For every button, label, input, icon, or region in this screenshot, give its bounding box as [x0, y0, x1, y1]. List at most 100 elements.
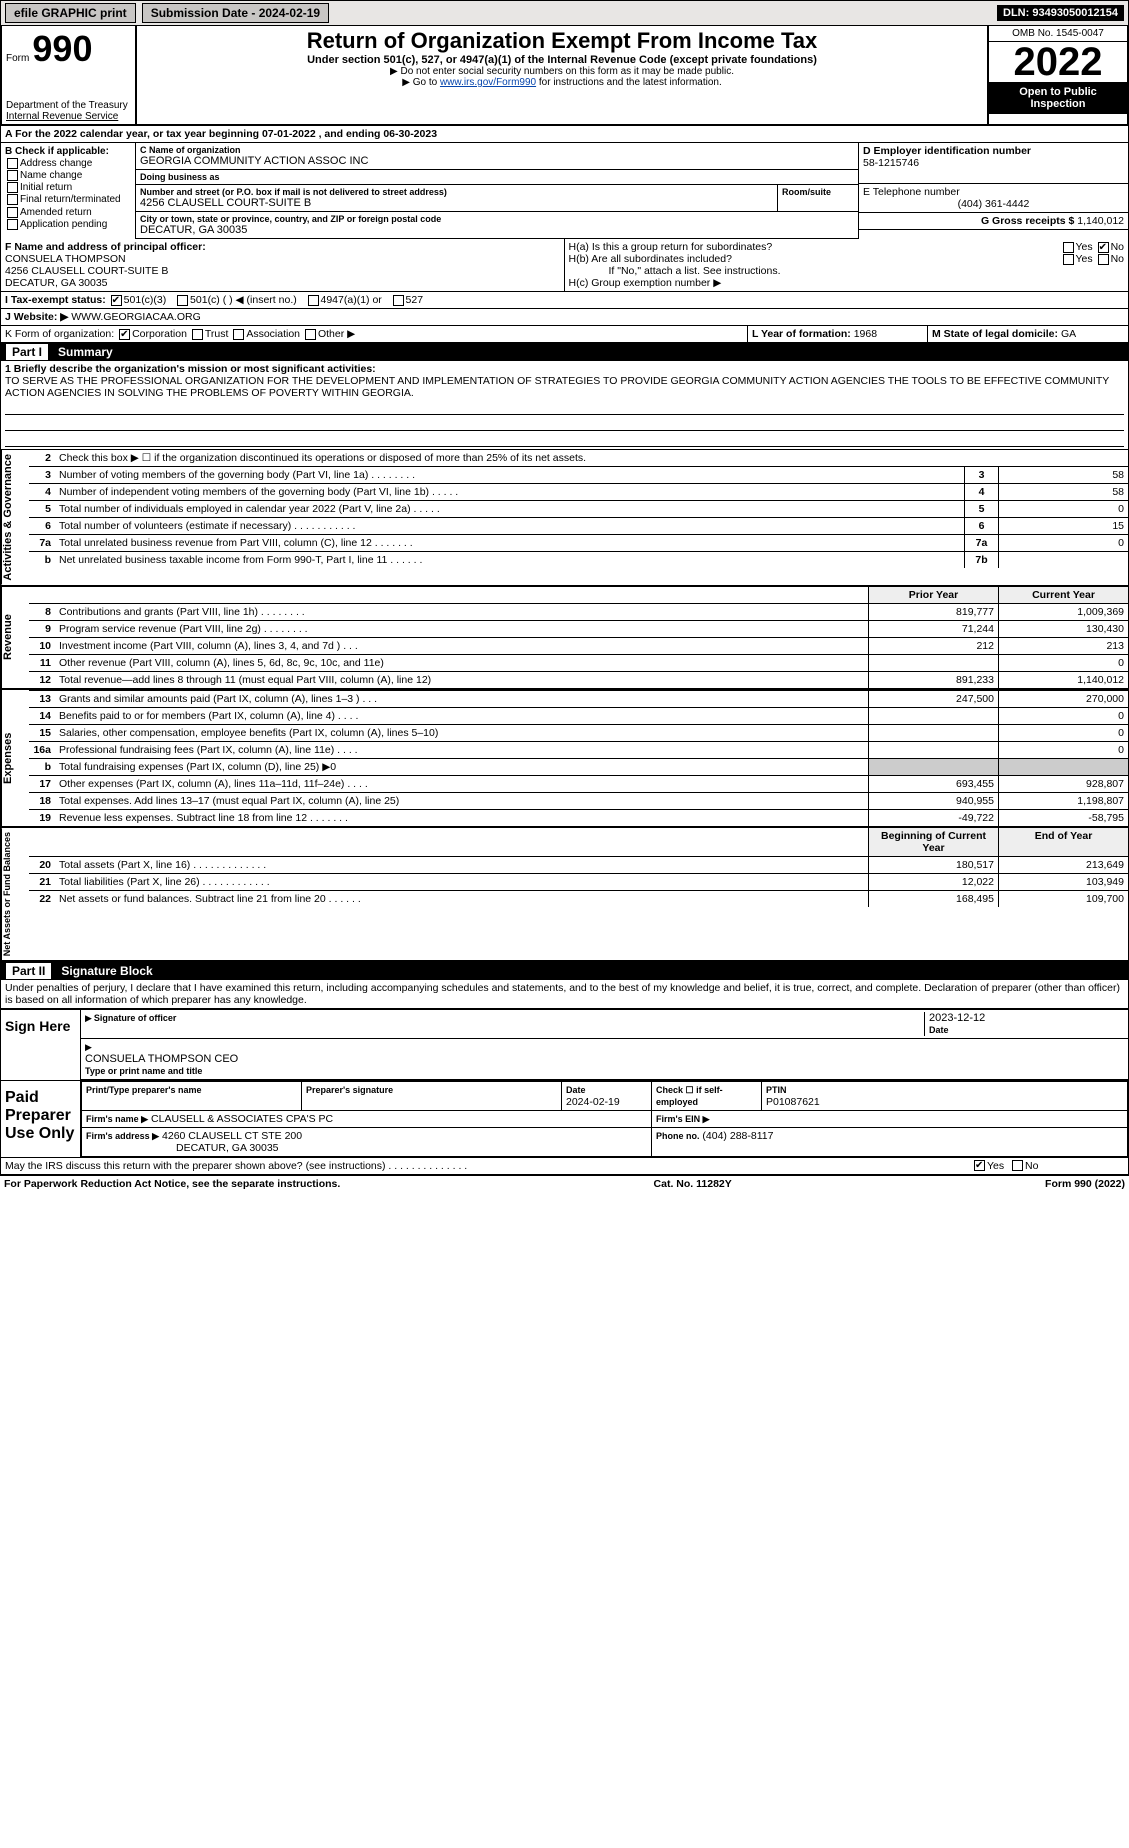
ck-corp[interactable] [119, 329, 130, 340]
c-label: C Name of organization [140, 145, 854, 155]
mission-text: TO SERVE AS THE PROFESSIONAL ORGANIZATIO… [5, 375, 1124, 399]
row-a-text: A For the 2022 calendar year, or tax yea… [5, 128, 437, 140]
check-final: Final return/terminated [5, 194, 131, 205]
ha-no[interactable] [1098, 242, 1109, 253]
table-row: 22Net assets or fund balances. Subtract … [29, 890, 1128, 907]
governance-block: Activities & Governance 2Check this box … [0, 450, 1129, 587]
dept-treasury: Department of the Treasury [6, 100, 131, 111]
ein-value: 58-1215746 [863, 157, 1124, 169]
may-no[interactable] [1012, 1160, 1023, 1171]
form-number: 990 [32, 28, 92, 69]
check-amended: Amended return [5, 207, 131, 218]
city-value: DECATUR, GA 30035 [140, 224, 854, 236]
website-value: WWW.GEORGIACAA.ORG [68, 311, 200, 323]
table-row: 18Total expenses. Add lines 13–17 (must … [29, 792, 1128, 809]
org-name: GEORGIA COMMUNITY ACTION ASSOC INC [140, 155, 854, 167]
footer-mid: Cat. No. 11282Y [654, 1178, 732, 1190]
table-row: 11Other revenue (Part VIII, column (A), … [29, 654, 1128, 671]
form-title: Return of Organization Exempt From Incom… [143, 28, 981, 54]
form-subtitle: Under section 501(c), 527, or 4947(a)(1)… [143, 54, 981, 66]
ha-yes[interactable] [1063, 242, 1074, 253]
table-row: 9Program service revenue (Part VIII, lin… [29, 620, 1128, 637]
l3-val: 58 [998, 467, 1128, 483]
side-net: Net Assets or Fund Balances [1, 828, 29, 960]
irs-label: Internal Revenue Service [6, 111, 131, 122]
check-name: Name change [5, 170, 131, 181]
table-row: 13Grants and similar amounts paid (Part … [29, 690, 1128, 707]
tax-year: 2022 [989, 42, 1127, 82]
may-irs-row: May the IRS discuss this return with the… [0, 1158, 1129, 1175]
principal-officer: F Name and address of principal officer:… [1, 239, 565, 291]
room-label: Room/suite [782, 187, 854, 197]
street-value: 4256 CLAUSELL COURT-SUITE B [140, 197, 773, 209]
h-section: H(a) Is this a group return for subordin… [565, 239, 1129, 291]
officer-name: CONSUELA THOMPSON [5, 253, 560, 265]
l4-val: 58 [998, 484, 1128, 500]
side-expenses: Expenses [1, 690, 29, 826]
firm-city: DECATUR, GA 30035 [86, 1142, 279, 1154]
firm-addr: 4260 CLAUSELL CT STE 200 [162, 1130, 302, 1142]
form-number-cell: Form 990 Department of the Treasury Inte… [2, 26, 137, 124]
top-bar: efile GRAPHIC print Submission Date - 20… [0, 0, 1129, 26]
may-yes[interactable] [974, 1160, 985, 1171]
ck-trust[interactable] [192, 329, 203, 340]
open-inspection: Open to Public Inspection [989, 82, 1127, 114]
table-row: 21Total liabilities (Part X, line 26) . … [29, 873, 1128, 890]
l5-val: 0 [998, 501, 1128, 517]
footer: For Paperwork Reduction Act Notice, see … [0, 1175, 1129, 1192]
g-label: G Gross receipts $ [981, 215, 1074, 227]
paid-preparer-block: Paid Preparer Use Only Print/Type prepar… [0, 1081, 1129, 1158]
ptin: P01087621 [766, 1096, 820, 1108]
irs-link[interactable]: www.irs.gov/Form990 [440, 77, 536, 88]
check-if-applicable: B Check if applicable: Address change Na… [1, 143, 136, 239]
sign-here-block: Sign Here Signature of officer 2023-12-1… [0, 1008, 1129, 1081]
dba-label: Doing business as [140, 172, 854, 182]
gross-receipts: 1,140,012 [1077, 215, 1124, 227]
sign-here-label: Sign Here [1, 1010, 81, 1080]
efile-label: efile GRAPHIC print [5, 3, 136, 23]
ck-assoc[interactable] [233, 329, 244, 340]
check-address: Address change [5, 158, 131, 169]
ck-501c3[interactable] [111, 295, 122, 306]
section-b-g: B Check if applicable: Address change Na… [0, 143, 1129, 239]
paid-label: Paid Preparer Use Only [1, 1081, 81, 1157]
title-cell: Return of Organization Exempt From Incom… [137, 26, 987, 124]
form-header: Form 990 Department of the Treasury Inte… [0, 26, 1129, 126]
firm-name: CLAUSELL & ASSOCIATES CPA'S PC [151, 1113, 333, 1125]
dln: DLN: 93493050012154 [997, 5, 1124, 21]
submission-date: Submission Date - 2024-02-19 [142, 3, 329, 23]
table-row: 16aProfessional fundraising fees (Part I… [29, 741, 1128, 758]
signer-name: CONSUELA THOMPSON CEO [85, 1053, 1124, 1065]
d-label: D Employer identification number [863, 145, 1031, 157]
year-cell: OMB No. 1545-0047 2022 Open to Public In… [987, 26, 1127, 124]
state-domicile: GA [1061, 328, 1076, 340]
ck-501c[interactable] [177, 295, 188, 306]
revenue-block: Revenue Prior YearCurrent Year 8Contribu… [0, 587, 1129, 690]
side-governance: Activities & Governance [1, 450, 29, 585]
check-pending: Application pending [5, 219, 131, 230]
ck-527[interactable] [393, 295, 404, 306]
l6-val: 15 [998, 518, 1128, 534]
ck-4947[interactable] [308, 295, 319, 306]
ck-other[interactable] [305, 329, 316, 340]
org-info: C Name of organization GEORGIA COMMUNITY… [136, 143, 858, 239]
table-row: 20Total assets (Part X, line 16) . . . .… [29, 856, 1128, 873]
side-revenue: Revenue [1, 587, 29, 688]
paid-table: Print/Type preparer's name Preparer's si… [81, 1081, 1128, 1157]
ssn-note: ▶ Do not enter social security numbers o… [143, 66, 981, 77]
officer-addr1: 4256 CLAUSELL COURT-SUITE B [5, 265, 560, 277]
table-row: 14Benefits paid to or for members (Part … [29, 707, 1128, 724]
part1-header: Part I Summary [0, 343, 1129, 361]
part2-header: Part II Signature Block [0, 962, 1129, 980]
right-info: D Employer identification number 58-1215… [858, 143, 1128, 239]
footer-left: For Paperwork Reduction Act Notice, see … [4, 1178, 340, 1190]
hb-no[interactable] [1098, 254, 1109, 265]
penalties-text: Under penalties of perjury, I declare th… [0, 980, 1129, 1008]
goto-note: ▶ Go to www.irs.gov/Form990 for instruct… [143, 77, 981, 88]
hb-yes[interactable] [1063, 254, 1074, 265]
table-row: bTotal fundraising expenses (Part IX, co… [29, 758, 1128, 775]
f-h-row: F Name and address of principal officer:… [0, 239, 1129, 292]
row-a-tax-year: A For the 2022 calendar year, or tax yea… [0, 126, 1129, 143]
footer-right: Form 990 (2022) [1045, 1178, 1125, 1190]
i-row: I Tax-exempt status: 501(c)(3) 501(c) ( … [0, 292, 1129, 309]
